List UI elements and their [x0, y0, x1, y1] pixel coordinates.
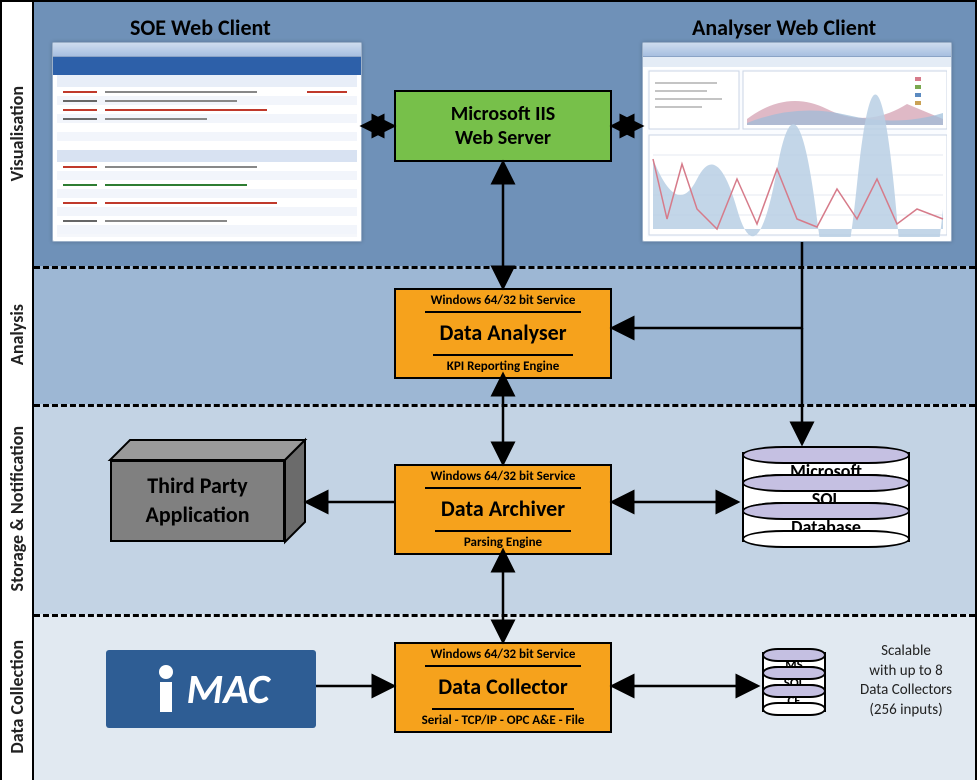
scalability-caption: Scalable with up to 8 Data Collectors (2…	[842, 642, 970, 720]
analyser-screenshot	[642, 42, 952, 242]
node-data-archiver: Windows 64/32 bit Service Data Archiver …	[394, 464, 612, 555]
archiver-header: Windows 64/32 bit Service	[425, 466, 582, 489]
analyser-main: Data Analyser	[433, 313, 572, 356]
node-small-db: MS SQL CE	[762, 652, 826, 712]
soe-table-icon	[57, 75, 357, 237]
layer-divider	[34, 266, 975, 269]
architecture-diagram: Visualisation Analysis Storage & Notific…	[0, 0, 977, 780]
side-label-text: Analysis	[6, 304, 28, 365]
collector-main: Data Collector	[432, 667, 573, 710]
collector-footer: Serial - TCP/IP - OPC A&E - File	[416, 710, 591, 731]
caption-line: (256 inputs)	[842, 701, 970, 721]
node-iis: Microsoft IIS Web Server	[394, 90, 612, 162]
analyser-header: Windows 64/32 bit Service	[425, 290, 582, 313]
imac-i-icon	[152, 664, 188, 714]
layer-divider	[34, 614, 975, 617]
archiver-main: Data Archiver	[435, 489, 571, 532]
layer-divider	[34, 404, 975, 407]
thirdparty-line2: Application	[146, 501, 250, 530]
thirdparty-line1: Third Party	[147, 472, 247, 501]
side-label-analysis: Analysis	[2, 266, 34, 404]
side-label-datacollection: Data Collection	[2, 614, 34, 780]
db-label: CE	[764, 694, 824, 709]
imac-text: MAC	[186, 664, 269, 715]
analyser-charts-icon	[647, 69, 947, 237]
node-big-db: Microsoft SQL Database	[742, 452, 910, 542]
collector-header: Windows 64/32 bit Service	[425, 644, 582, 667]
caption-line: Data Collectors	[842, 681, 970, 701]
side-label-text: Visualisation	[6, 86, 28, 181]
side-label-text: Data Collection	[6, 640, 28, 754]
iis-label1: Microsoft IIS	[451, 102, 555, 126]
node-data-analyser: Windows 64/32 bit Service Data Analyser …	[394, 288, 612, 379]
analyser-footer: KPI Reporting Engine	[441, 356, 566, 377]
caption-line: Scalable	[842, 642, 970, 662]
node-data-collector: Windows 64/32 bit Service Data Collector…	[394, 642, 612, 733]
soe-screenshot	[52, 42, 362, 242]
node-imac-logo: MAC	[106, 650, 316, 728]
analyser-client-title: Analyser Web Client	[692, 14, 876, 41]
db-label: Database	[744, 516, 908, 538]
node-third-party: Third Party Application	[110, 460, 285, 542]
side-label-text: Storage & Notification	[6, 426, 28, 591]
side-label-visualisation: Visualisation	[2, 2, 34, 266]
soe-client-title: SOE Web Client	[130, 14, 271, 41]
side-label-storage: Storage & Notification	[2, 404, 34, 614]
caption-line: with up to 8	[842, 662, 970, 682]
archiver-footer: Parsing Engine	[458, 532, 548, 553]
iis-label2: Web Server	[455, 126, 551, 150]
